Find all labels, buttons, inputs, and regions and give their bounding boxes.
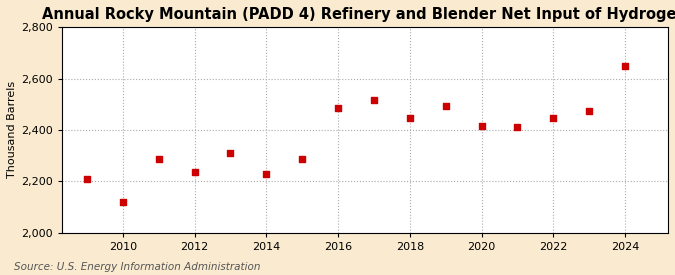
Point (476, 124, 487, 128)
Text: Source: U.S. Energy Information Administration: Source: U.S. Energy Information Administ… (14, 262, 260, 272)
Point (297, 157, 308, 162)
Point (153, 157, 164, 162)
Point (333, 106, 344, 110)
Point (117, 200, 128, 204)
Point (225, 151, 236, 155)
Point (620, 64, 630, 68)
Y-axis label: Thousand Barrels: Thousand Barrels (7, 81, 17, 178)
Title: Annual Rocky Mountain (PADD 4) Refinery and Blender Net Input of Hydrogen: Annual Rocky Mountain (PADD 4) Refinery … (43, 7, 675, 22)
Point (189, 170, 200, 174)
Point (261, 171, 272, 176)
Point (404, 116, 415, 120)
Point (584, 108, 595, 113)
Point (512, 125, 523, 130)
Point (369, 98, 379, 103)
Point (440, 103, 451, 108)
Point (548, 116, 559, 120)
Point (82, 177, 92, 181)
